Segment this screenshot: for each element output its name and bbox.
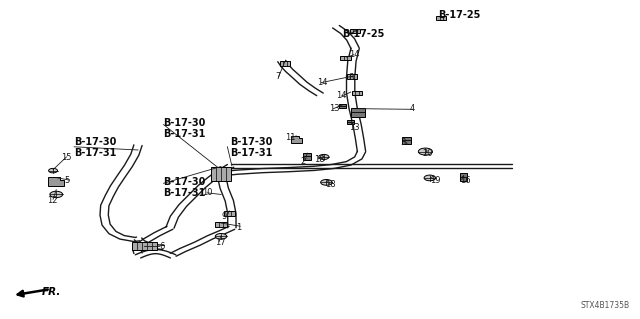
Text: 16: 16 <box>461 176 471 185</box>
Bar <box>211 167 230 181</box>
Bar <box>303 153 311 160</box>
Text: B-17-31: B-17-31 <box>164 129 206 139</box>
Circle shape <box>319 154 329 160</box>
Text: B-17-30: B-17-30 <box>164 177 206 187</box>
Text: 1: 1 <box>236 223 241 232</box>
Text: 3: 3 <box>400 137 405 146</box>
Polygon shape <box>291 136 302 143</box>
Text: B-17-30: B-17-30 <box>230 137 273 147</box>
Text: 14: 14 <box>336 92 346 100</box>
Text: B-17-30: B-17-30 <box>164 118 206 128</box>
Text: 7: 7 <box>275 72 281 81</box>
Bar <box>223 211 235 216</box>
Circle shape <box>419 148 433 155</box>
Bar <box>339 104 346 108</box>
Text: B-17-25: B-17-25 <box>438 10 481 20</box>
Bar <box>350 29 360 33</box>
Bar <box>132 242 157 250</box>
Bar <box>461 173 467 181</box>
Text: B-17-31: B-17-31 <box>74 148 116 158</box>
Bar <box>340 56 351 60</box>
Text: B-17-31: B-17-31 <box>230 148 273 158</box>
Text: 18: 18 <box>325 181 336 189</box>
Circle shape <box>50 191 63 197</box>
Text: 13: 13 <box>330 104 340 113</box>
Text: 5: 5 <box>65 176 70 185</box>
Text: 20: 20 <box>422 149 433 158</box>
Bar <box>214 222 227 227</box>
Text: 6: 6 <box>159 242 164 251</box>
Bar <box>347 120 355 124</box>
Text: 18: 18 <box>314 155 324 164</box>
Text: 14: 14 <box>349 50 359 59</box>
Bar <box>280 61 290 66</box>
Text: 10: 10 <box>202 188 212 197</box>
Text: 15: 15 <box>61 153 72 162</box>
Text: FR.: FR. <box>42 287 61 297</box>
Text: 2: 2 <box>301 157 306 166</box>
Bar <box>402 137 411 144</box>
Text: 9: 9 <box>221 212 227 221</box>
Bar <box>351 108 365 117</box>
Text: 12: 12 <box>47 196 57 205</box>
Text: B-17-31: B-17-31 <box>164 188 206 198</box>
Circle shape <box>49 168 58 173</box>
Text: B-17-30: B-17-30 <box>74 137 116 147</box>
Text: 17: 17 <box>214 238 225 247</box>
Text: B-17-25: B-17-25 <box>342 29 385 39</box>
Circle shape <box>424 175 436 181</box>
Text: 19: 19 <box>430 176 440 185</box>
Polygon shape <box>48 177 64 186</box>
Bar <box>352 91 362 95</box>
Text: 8: 8 <box>349 73 354 82</box>
Text: 4: 4 <box>410 104 415 113</box>
Bar <box>436 16 447 20</box>
Circle shape <box>215 234 227 239</box>
Circle shape <box>321 180 332 185</box>
Text: STX4B1735B: STX4B1735B <box>580 301 630 310</box>
Text: 11: 11 <box>285 133 296 142</box>
Text: 14: 14 <box>317 78 327 87</box>
Bar <box>347 74 357 78</box>
Text: 13: 13 <box>349 123 360 132</box>
